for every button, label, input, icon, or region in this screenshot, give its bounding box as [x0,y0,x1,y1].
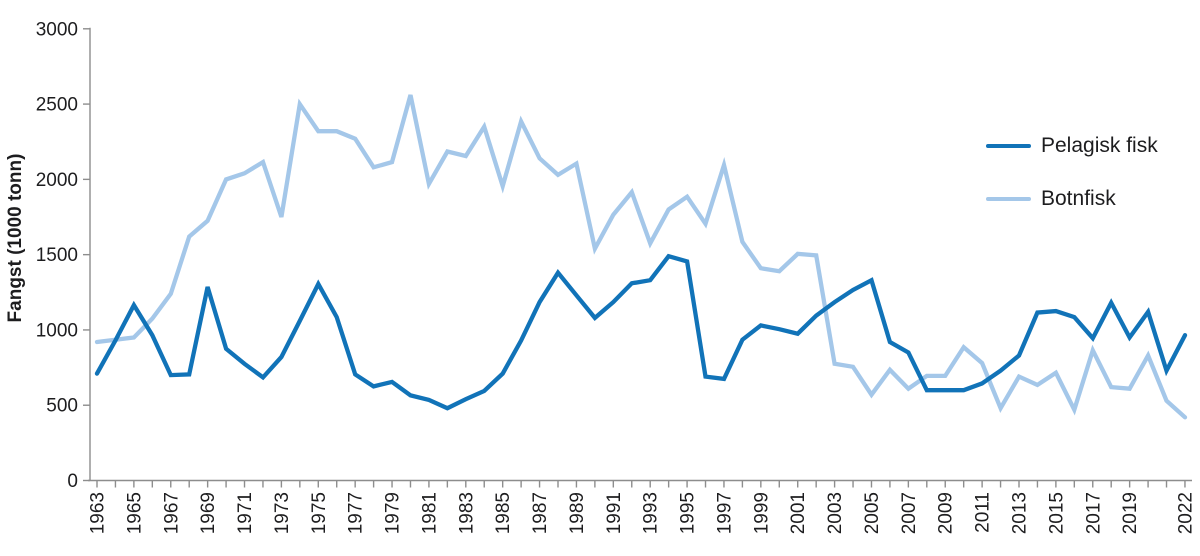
x-tick-label: 1969 [198,492,219,534]
x-tick-label: 1977 [346,492,367,534]
x-tick-label: 1987 [530,492,551,534]
x-tick-label: 1975 [309,492,330,534]
x-tick-label: 2013 [1010,492,1031,534]
x-tick-label: 1967 [161,492,182,534]
x-tick-label: 1965 [124,492,145,534]
x-tick-label: 2001 [788,492,809,534]
x-tick-label: 2007 [899,492,920,534]
y-tick-label: 3000 [36,19,78,40]
x-tick-label: 1999 [751,492,772,534]
x-tick-label: 2017 [1083,492,1104,534]
x-tick-label: 2009 [936,492,957,534]
x-tick-label: 2015 [1046,492,1067,534]
x-tick-label: 1991 [604,492,625,534]
pelagisk-fisk-line [94,253,1188,411]
y-tick-label: 1500 [36,245,78,266]
legend-item-botnfisk: Botnfisk [986,186,1158,212]
x-tick-label: 2022 [1175,492,1196,534]
y-tick-label: 2500 [36,95,78,116]
x-tick-label: 1997 [714,492,735,534]
legend-item-pelagisk-fisk: Pelagisk fisk [986,133,1158,159]
x-tick-label: 2019 [1120,492,1141,534]
y-tick-label: 500 [46,396,78,417]
x-tick-label: 1979 [383,492,404,534]
x-tick-label: 1993 [641,492,662,534]
botnfisk-line-swatch [986,196,1031,202]
legend-label-pelagisk-fisk: Pelagisk fisk [1041,134,1158,157]
y-axis-title: Fangst (1000 tonn) [5,154,26,323]
x-tick-label: 2003 [825,492,846,534]
x-tick-label: 1995 [678,492,699,534]
x-tick-label: 2005 [862,492,883,534]
x-tick-label: 1981 [419,492,440,534]
y-tick-label: 1000 [36,320,78,341]
y-tick-label: 2000 [36,170,78,191]
chart-legend: Pelagisk fisk Botnfisk [986,133,1158,239]
botnfisk-line [94,94,1188,420]
x-tick-label: 2011 [973,492,994,533]
x-tick-label: 1971 [235,492,256,534]
y-tick-label: 0 [67,471,78,492]
legend-label-botnfisk: Botnfisk [1041,187,1116,210]
pelagisk-fisk-line-swatch [986,143,1031,149]
x-tick-label: 1989 [567,492,588,534]
x-tick-label: 1983 [456,492,477,534]
x-tick-label: 1985 [493,492,514,534]
x-tick-label: 1973 [272,492,293,534]
x-tick-label: 1963 [88,492,109,534]
